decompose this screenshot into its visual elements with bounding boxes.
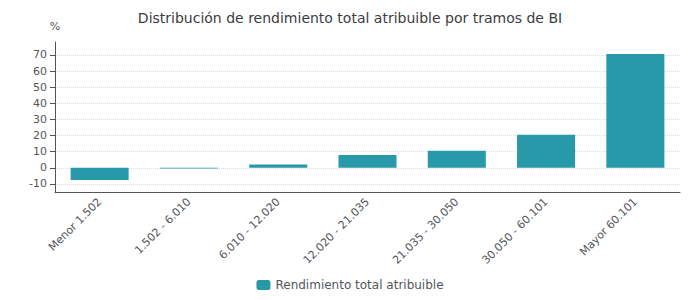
svg-text:60: 60 bbox=[33, 65, 47, 78]
svg-text:Mayor 60.101: Mayor 60.101 bbox=[577, 195, 640, 258]
svg-text:%: % bbox=[50, 20, 60, 33]
svg-text:-10: -10 bbox=[29, 177, 47, 190]
svg-text:50: 50 bbox=[33, 81, 47, 94]
svg-text:6.010 - 12.020: 6.010 - 12.020 bbox=[216, 195, 282, 261]
svg-text:Menor 1.502: Menor 1.502 bbox=[46, 195, 104, 253]
svg-text:1.502 - 6.010: 1.502 - 6.010 bbox=[132, 195, 193, 256]
svg-text:Rendimiento total atribuible: Rendimiento total atribuible bbox=[275, 278, 443, 292]
svg-text:Distribución de rendimiento to: Distribución de rendimiento total atribu… bbox=[138, 10, 562, 26]
svg-text:12.020 - 21.035: 12.020 - 21.035 bbox=[301, 195, 372, 266]
svg-text:70: 70 bbox=[33, 48, 47, 61]
svg-text:30: 30 bbox=[33, 113, 47, 126]
svg-text:0: 0 bbox=[40, 161, 47, 174]
svg-text:21.035 - 30.050: 21.035 - 30.050 bbox=[390, 195, 461, 266]
svg-text:30.050 - 60.101: 30.050 - 60.101 bbox=[479, 195, 550, 266]
svg-text:10: 10 bbox=[33, 145, 47, 158]
svg-text:20: 20 bbox=[33, 129, 47, 142]
svg-text:40: 40 bbox=[33, 97, 47, 110]
